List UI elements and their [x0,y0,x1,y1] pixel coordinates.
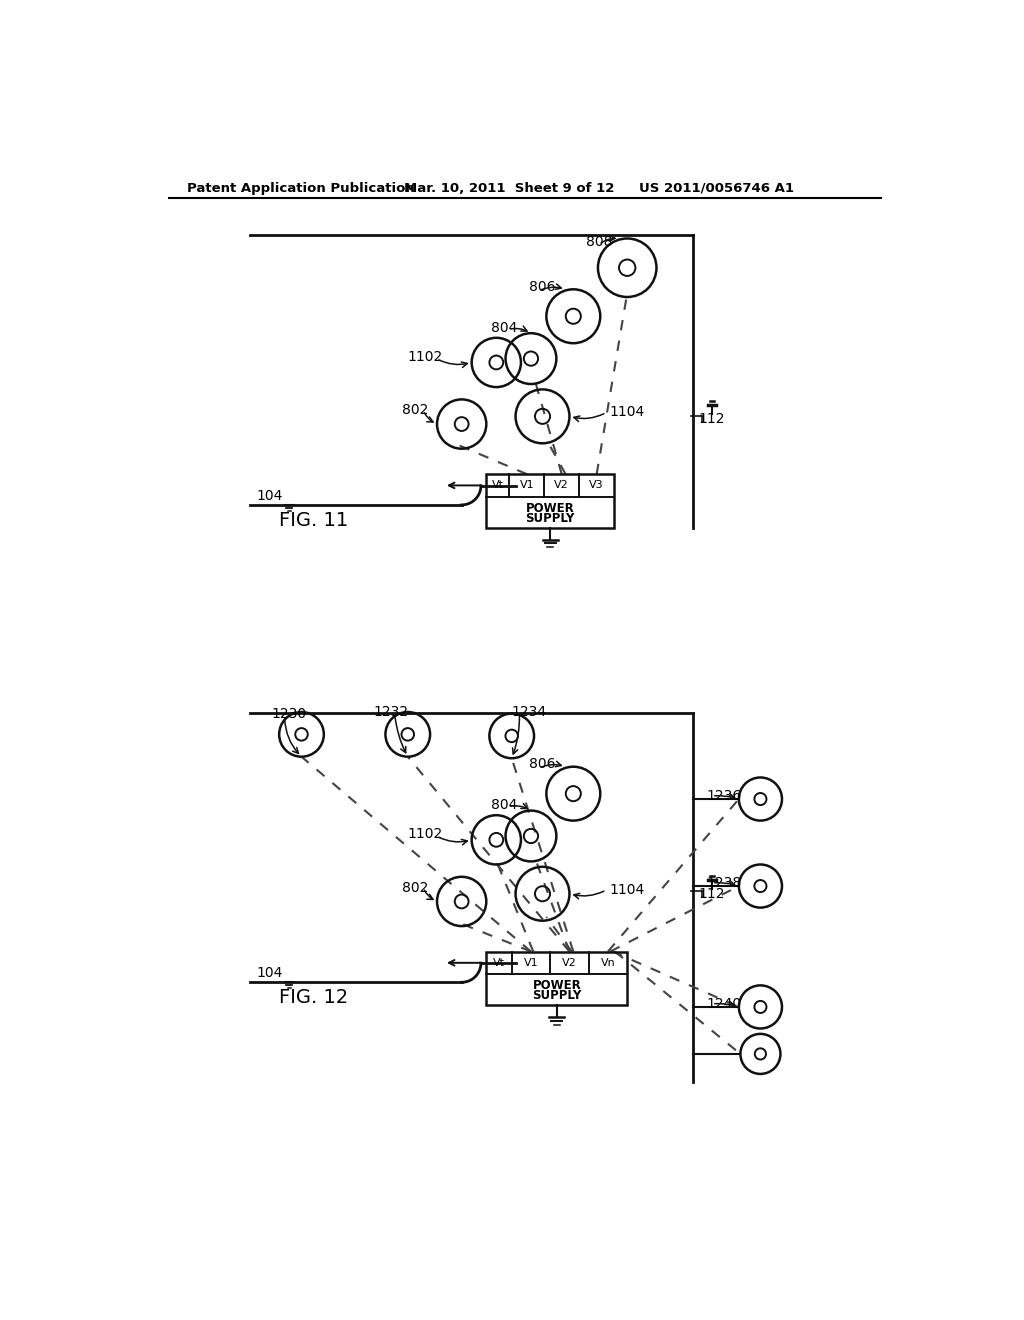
Text: 104: 104 [256,966,283,979]
Text: V1: V1 [523,958,539,968]
Text: 112: 112 [698,887,725,900]
Text: 802: 802 [402,880,429,895]
Text: POWER: POWER [532,979,582,993]
Text: 802: 802 [402,403,429,417]
Text: 1104: 1104 [609,883,645,896]
Text: FIG. 11: FIG. 11 [280,511,348,529]
Text: Mar. 10, 2011  Sheet 9 of 12: Mar. 10, 2011 Sheet 9 of 12 [403,182,614,194]
Text: 1232: 1232 [373,705,409,719]
Text: 806: 806 [529,758,556,771]
Text: V3: V3 [590,480,604,491]
Text: Vt: Vt [493,958,505,968]
Text: 112: 112 [698,412,725,425]
Text: 1240: 1240 [707,997,741,1011]
Text: V2: V2 [562,958,577,968]
Text: POWER: POWER [526,502,574,515]
Text: 1104: 1104 [609,405,645,420]
Text: 804: 804 [490,799,517,812]
Text: V1: V1 [519,480,535,491]
Text: V2: V2 [554,480,569,491]
Text: 804: 804 [490,321,517,335]
Text: FIG. 12: FIG. 12 [280,989,348,1007]
Bar [486,474,614,528]
Text: SUPPLY: SUPPLY [532,990,582,1002]
Text: Vn: Vn [601,958,615,968]
Text: Patent Application Publication: Patent Application Publication [186,182,415,194]
Text: 1238: 1238 [707,876,741,890]
Text: 806: 806 [529,280,556,294]
Bar [486,952,628,1006]
Text: 1236: 1236 [707,789,741,803]
Text: Vt: Vt [492,480,504,491]
Text: 104: 104 [256,488,283,503]
Text: 808: 808 [587,235,613,248]
Text: SUPPLY: SUPPLY [525,512,574,525]
Text: 1230: 1230 [271,708,306,721]
Text: 1102: 1102 [408,828,443,841]
Text: 1234: 1234 [511,705,546,719]
Text: US 2011/0056746 A1: US 2011/0056746 A1 [639,182,794,194]
Text: 1102: 1102 [408,350,443,364]
